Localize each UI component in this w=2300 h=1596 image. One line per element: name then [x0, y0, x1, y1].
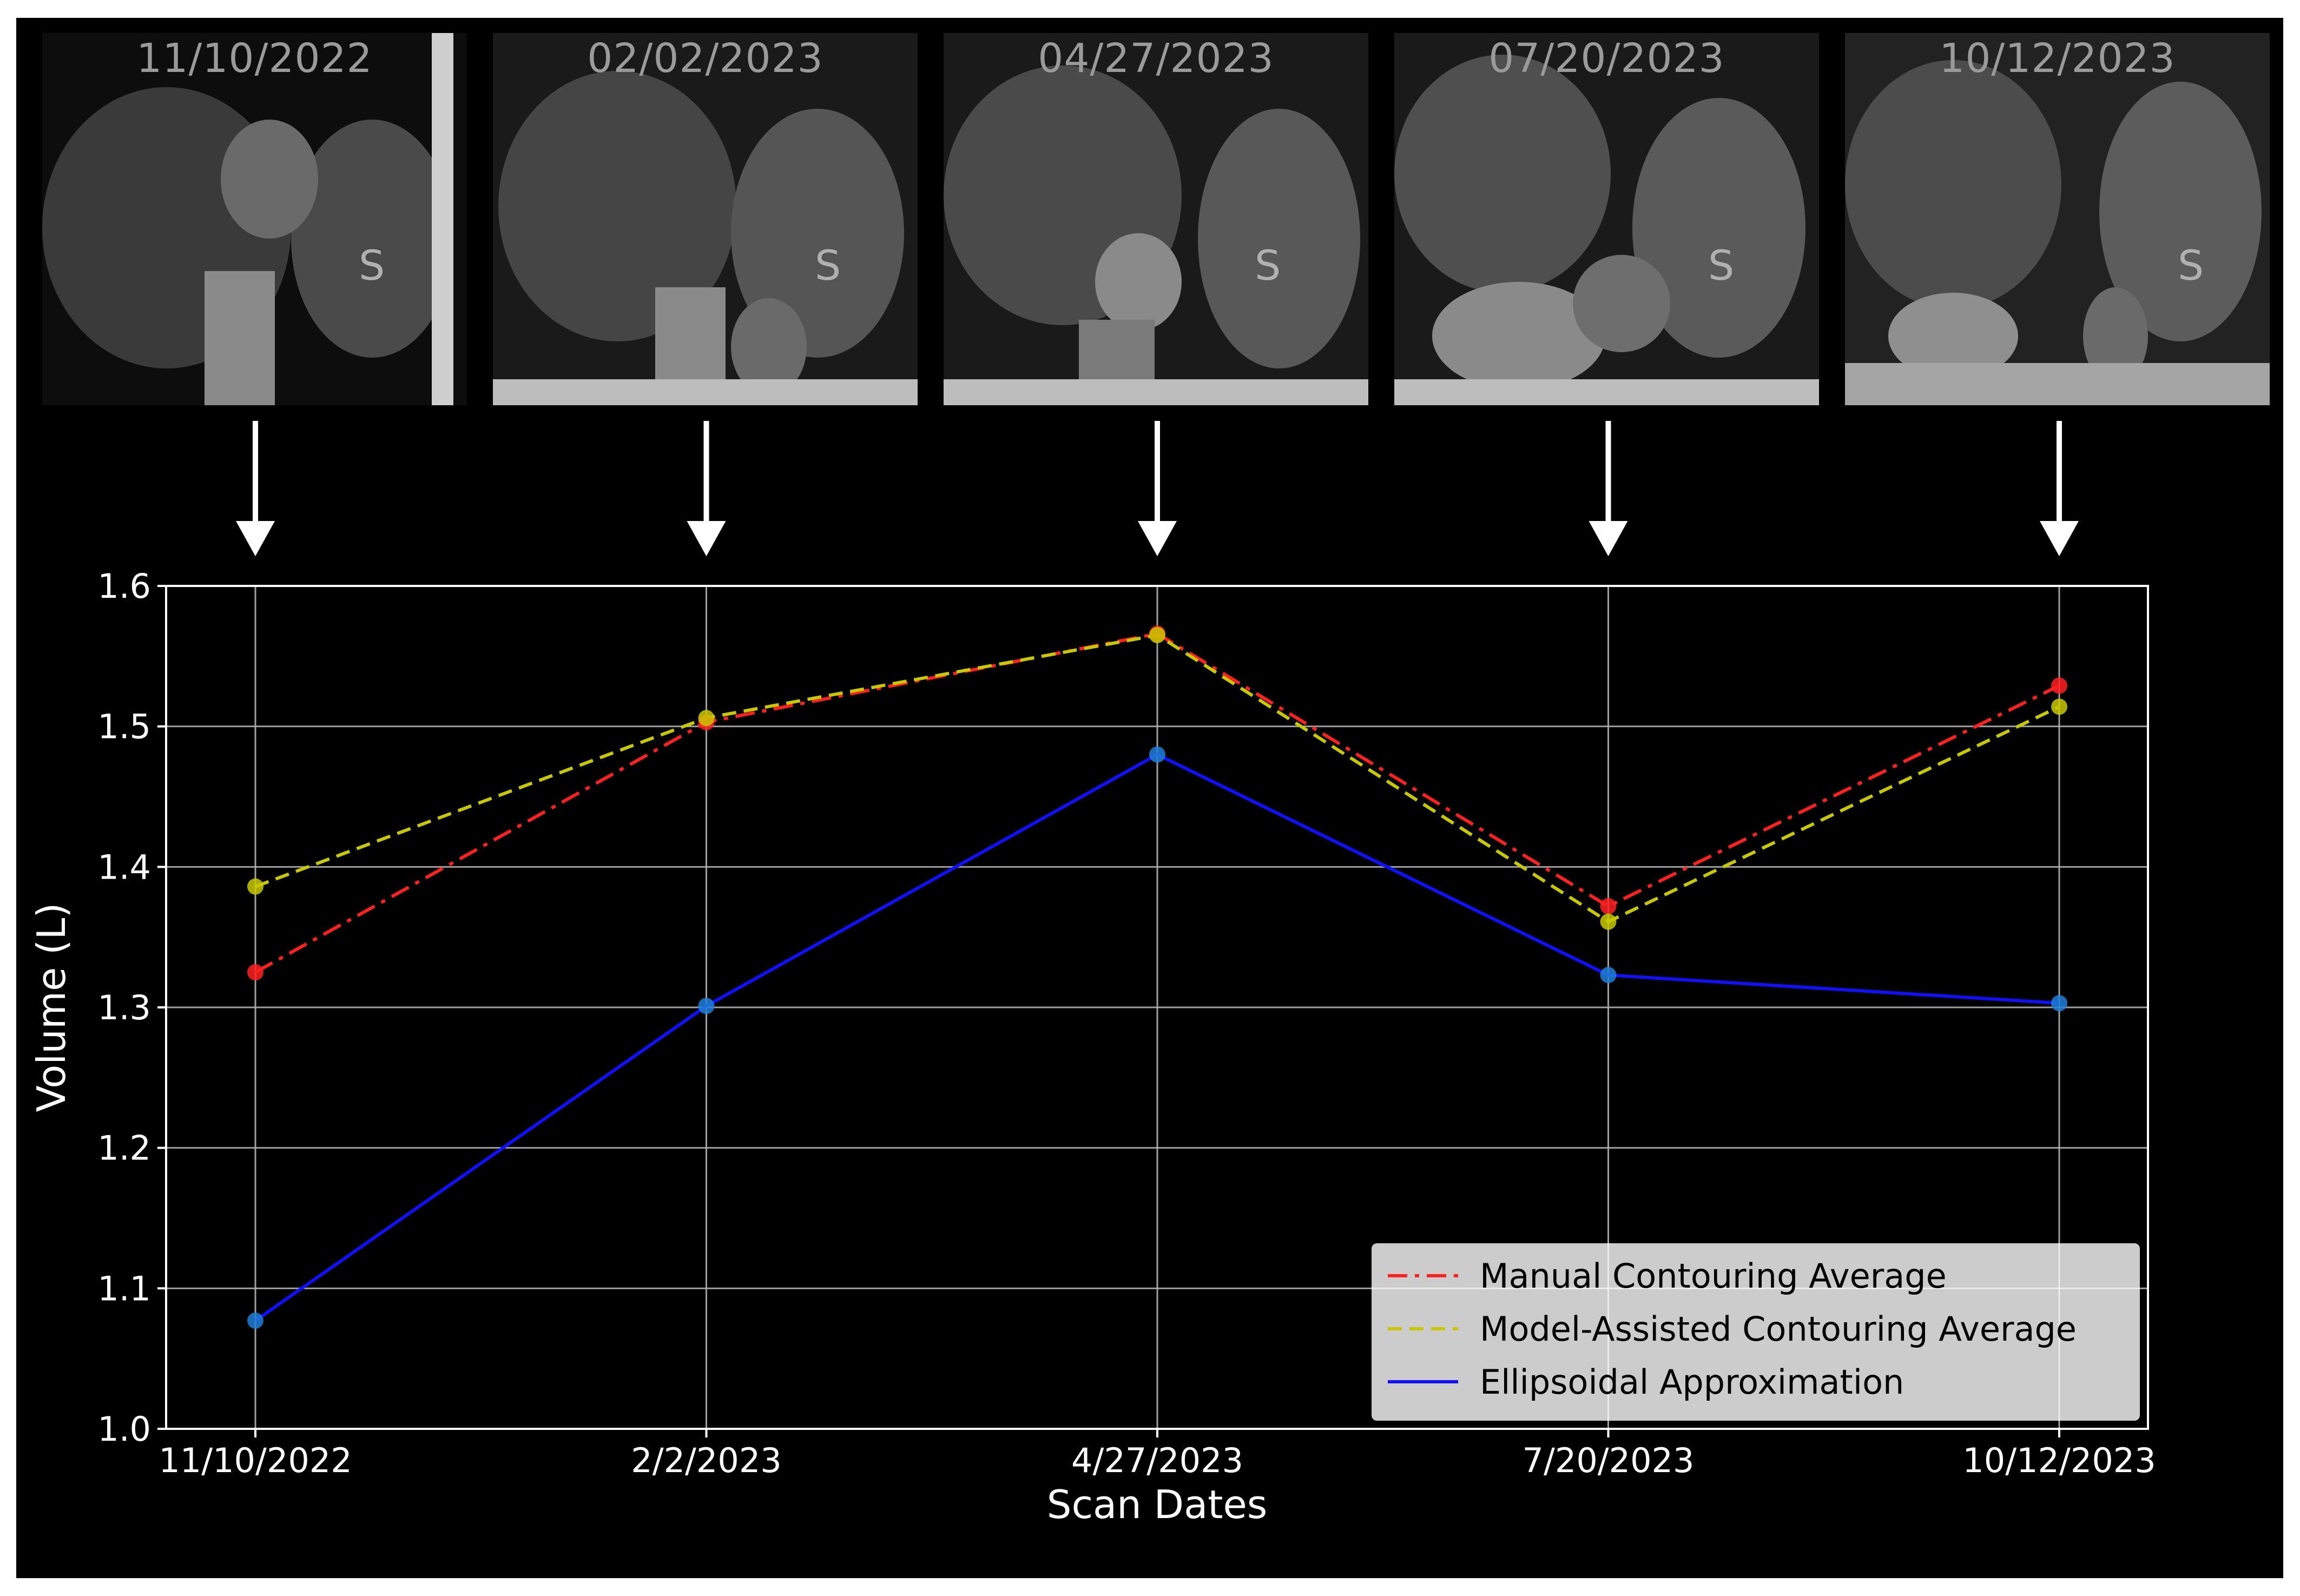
figure-frame: 11/10/2022 S 02/02/2023 S 04/27/2023 S [16, 18, 2283, 1578]
data-point [1600, 967, 1617, 984]
arrow-down-icon [1138, 521, 1177, 556]
scan-date-label: 02/02/2023 [587, 35, 823, 82]
x-tick-label: 2/2/2023 [631, 1441, 781, 1480]
data-point [247, 1313, 263, 1329]
data-point [698, 710, 715, 727]
scan-image-1: 11/10/2022 S [42, 33, 467, 405]
data-point [2051, 677, 2067, 694]
scan-date-label: 07/20/2023 [1488, 35, 1725, 82]
legend-label: Model-Assisted Contouring Average [1480, 1309, 2077, 1349]
data-point [1149, 746, 1165, 763]
x-tick-label: 10/12/2023 [1962, 1441, 2156, 1480]
data-point [2051, 698, 2067, 715]
spleen-marker: S [1708, 241, 1735, 289]
scan-date-label: 11/10/2022 [136, 35, 373, 82]
x-axis-label: Scan Dates [1047, 1482, 1268, 1527]
scan-date-label: 04/27/2023 [1038, 35, 1274, 82]
data-point [1600, 898, 1617, 915]
x-tick-label: 4/27/2023 [1071, 1441, 1243, 1480]
y-tick-label: 1.2 [97, 1129, 151, 1168]
arrow-down-icon [236, 521, 275, 556]
legend-label: Manual Contouring Average [1480, 1256, 1947, 1296]
y-tick-label: 1.5 [97, 707, 151, 747]
y-tick-label: 1.4 [97, 847, 151, 887]
data-point [2051, 995, 2067, 1012]
volume-line-chart: 1.0 1.1 1.2 1.3 1.4 1.5 1.6 11/10/2022 2/2/2023 4… [29, 421, 2156, 1527]
mri-scan-graphic [1845, 33, 2270, 405]
mri-scan-graphic [1394, 33, 1819, 405]
data-point [1149, 626, 1165, 643]
y-axis-label: Volume (L) [29, 903, 74, 1112]
spleen-marker: S [2178, 241, 2204, 289]
mri-scan-graphic [42, 33, 453, 405]
y-tick-label: 1.0 [97, 1409, 151, 1449]
spleen-marker: S [815, 241, 841, 289]
data-point [247, 964, 263, 981]
arrow-down-icon [687, 521, 726, 556]
spleen-marker: S [1255, 241, 1281, 289]
arrow-down-icon [2040, 521, 2079, 556]
y-tick-label: 1.1 [97, 1269, 151, 1308]
scan-image-3: 04/27/2023 S [944, 33, 1368, 405]
mri-scan-graphic [493, 33, 918, 405]
x-tick-label: 11/10/2022 [159, 1441, 352, 1480]
data-point [698, 998, 715, 1014]
scan-date-label: 10/12/2023 [1939, 35, 2176, 82]
legend-label: Ellipsoidal Approximation [1480, 1362, 1904, 1402]
scan-image-2: 02/02/2023 S [493, 33, 918, 405]
y-tick-label: 1.3 [97, 988, 151, 1027]
mri-scan-graphic [944, 33, 1368, 405]
legend-box [1372, 1243, 2140, 1421]
scan-image-5: 10/12/2023 S [1845, 33, 2270, 405]
x-tick-label: 7/20/2023 [1523, 1441, 1695, 1480]
spleen-marker: S [359, 241, 385, 289]
y-tick-label: 1.6 [97, 566, 151, 606]
scan-image-4: 07/20/2023 S [1394, 33, 1819, 405]
data-point [1600, 913, 1617, 930]
data-point [247, 878, 263, 895]
arrow-down-icon [1589, 521, 1628, 556]
